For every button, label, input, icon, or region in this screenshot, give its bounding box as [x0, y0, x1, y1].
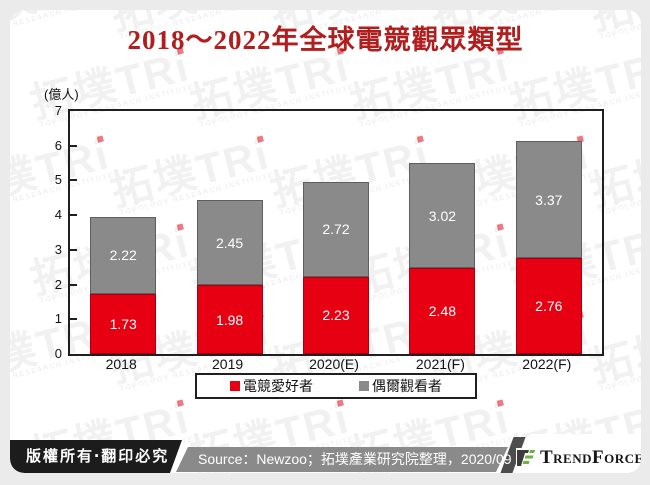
y-tick-label: 7	[54, 103, 62, 118]
y-tick-label: 1	[54, 311, 62, 327]
bar-value-label: 2.72	[322, 221, 350, 238]
x-tick-label: 2018	[105, 356, 137, 372]
x-tick-label: 2020(E)	[309, 356, 359, 372]
y-tick-mark	[70, 144, 77, 147]
chart-area: 2018～2022年全球電競觀眾類型 (億人) 0 1 2 3 4 5 6 7 1.73 2.22…	[10, 10, 641, 473]
bar-segment: 2.72	[303, 182, 369, 277]
legend-label: 電競愛好者	[243, 378, 313, 394]
x-tick-label: 2021(F)	[415, 356, 465, 372]
y-tick-mark	[70, 248, 77, 251]
bar-value-label: 2.45	[215, 234, 244, 251]
x-tick-label: 2022(F)	[522, 356, 572, 372]
legend: 電競愛好者 偶爾觀看者	[195, 373, 477, 399]
x-tick-label: 2019	[212, 356, 244, 372]
bar-segment: 2.23	[303, 276, 369, 354]
bar-segment: 2.22	[90, 216, 157, 294]
y-tick-mark	[70, 179, 77, 182]
y-tick-label: 2	[54, 276, 62, 292]
bar-segment: 3.02	[409, 163, 476, 268]
bar-value-label: 2.48	[428, 302, 457, 319]
bar-value-label: 3.02	[428, 207, 457, 224]
bar-value-label: 2.23	[322, 307, 350, 324]
legend-label: 偶爾觀看者	[372, 378, 442, 394]
bar-segment: 1.98	[196, 285, 263, 354]
plot-box: 0 1 2 3 4 5 6 7 1.73 2.22 1.98 2.45 2.23 2.72 2.48 3.02…	[55, 103, 604, 361]
legend-item: 偶爾觀看者	[359, 376, 442, 396]
y-tick-label: 3	[54, 241, 62, 257]
bar-segment: 1.73	[90, 293, 157, 354]
bar-value-label: 1.98	[215, 311, 244, 328]
y-tick-label: 6	[54, 137, 62, 153]
y-tick-mark	[70, 283, 77, 286]
legend-item: 電競愛好者	[230, 376, 313, 396]
bar-segment: 2.45	[196, 200, 263, 286]
bar-value-label: 1.73	[109, 315, 137, 332]
bar-segment: 2.76	[515, 258, 582, 354]
bar-segment: 3.37	[515, 141, 582, 259]
y-tick-label: 5	[54, 172, 62, 188]
bar-value-label: 2.76	[535, 298, 563, 315]
legend-swatch	[230, 381, 240, 391]
bar-segment: 2.48	[409, 267, 476, 354]
y-axis-unit-label: (億人)	[44, 87, 79, 102]
y-tick-label: 0	[54, 346, 62, 361]
y-tick-label: 4	[54, 207, 62, 223]
bar-value-label: 3.37	[535, 191, 563, 208]
bar-value-label: 2.22	[109, 247, 137, 264]
y-tick-mark	[70, 214, 77, 217]
y-tick-mark	[70, 318, 77, 321]
chart-title: 2018～2022年全球電競觀眾類型	[127, 25, 524, 55]
legend-swatch	[359, 381, 369, 391]
